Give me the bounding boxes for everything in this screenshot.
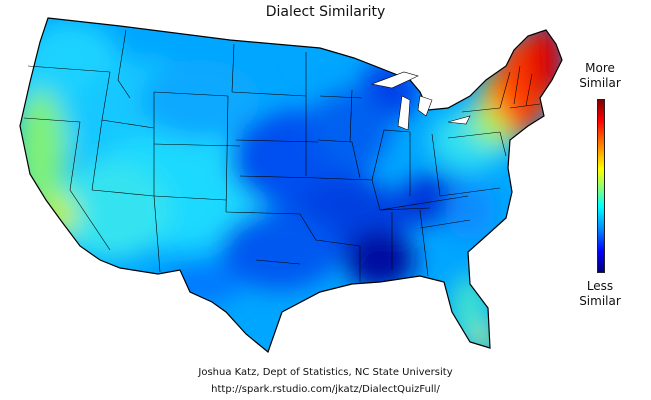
legend-high-line1: More (585, 61, 615, 75)
credit-url: http://spark.rstudio.com/jkatz/DialectQu… (211, 384, 440, 395)
legend-high-line2: Similar (579, 76, 621, 90)
legend-low-line1: Less (586, 279, 614, 293)
color-scale-bar (597, 99, 605, 273)
credit-author: Joshua Katz, Dept of Statistics, NC Stat… (198, 367, 453, 378)
legend-high-label: More Similar (565, 61, 635, 91)
state-borders (23, 29, 541, 282)
great-lakes (370, 71, 471, 131)
legend-low-line2: Similar (579, 294, 621, 308)
us-outline (19, 17, 563, 354)
map-title: Dialect Similarity (265, 4, 386, 20)
legend-low-label: Less Similar (565, 279, 635, 309)
